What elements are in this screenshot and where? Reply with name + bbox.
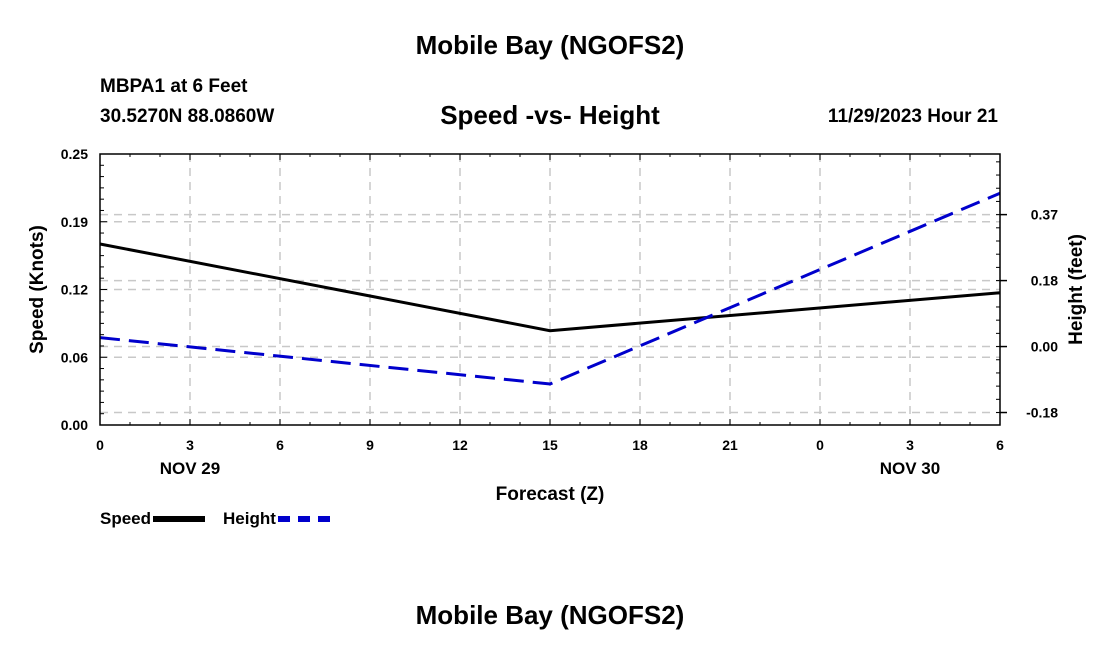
x-tick-label: 3 <box>906 437 914 453</box>
y-tick-label-left: 0.19 <box>61 214 88 230</box>
axis-ticks <box>99 153 1007 426</box>
y-axis-title-left: Speed (Knots) <box>27 225 48 354</box>
y-tick-label-left: 0.12 <box>61 282 88 298</box>
main-title: Mobile Bay (NGOFS2) <box>415 30 685 60</box>
legend-swatch-speed <box>153 516 206 522</box>
y-tick-label-right: 0.18 <box>1031 273 1058 289</box>
x-tick-label: 18 <box>632 437 648 453</box>
x-tick-label: 6 <box>276 437 284 453</box>
x-axis-title: Forecast (Z) <box>496 484 605 505</box>
x-tick-label: 3 <box>186 437 194 453</box>
chart-subtitle: Speed -vs- Height <box>440 100 660 130</box>
x-day-label: NOV 29 <box>160 459 220 478</box>
x-tick-label: 21 <box>722 437 738 453</box>
x-tick-label: 15 <box>542 437 558 453</box>
axis-labels: 0 3 6 9 12 15 18 21 0 3 6 NOV 29 NOV 30 Forecast (Z) 0… <box>27 146 1087 505</box>
legend: Speed Height <box>100 509 348 529</box>
x-tick-label: 9 <box>366 437 374 453</box>
y-tick-label-right: 0.37 <box>1031 207 1058 223</box>
y-tick-label-right: -0.18 <box>1026 405 1058 421</box>
x-tick-label: 6 <box>996 437 1004 453</box>
forecast-datetime: 11/29/2023 Hour 21 <box>827 106 998 127</box>
legend-item-speed: Speed <box>100 509 206 529</box>
x-tick-label: 12 <box>452 437 468 453</box>
series-line-height <box>99 191 1001 386</box>
station-coords: 30.5270N 88.0860W <box>100 106 275 127</box>
y-axis-title-right: Height (feet) <box>1066 234 1087 345</box>
x-tick-label: 0 <box>96 437 104 453</box>
grid-lines <box>100 154 1000 425</box>
y-tick-label-left: 0.06 <box>61 349 88 365</box>
legend-item-height: Height <box>223 509 330 529</box>
y-tick-label-left: 0.25 <box>61 146 88 162</box>
x-day-label: NOV 30 <box>880 459 940 478</box>
footer-title: Mobile Bay (NGOFS2) <box>415 600 685 630</box>
y-tick-label-right: 0.00 <box>1031 339 1058 355</box>
series-line-speed <box>99 242 1001 333</box>
y-tick-label-left: 0.00 <box>61 417 88 433</box>
series-lines <box>99 191 1001 386</box>
chart-canvas: 0 3 6 9 12 15 18 21 0 3 6 NOV 29 NOV 30 Forecast (Z) 0… <box>27 146 1087 505</box>
legend-label-height: Height <box>223 509 276 528</box>
x-tick-label: 0 <box>816 437 824 453</box>
station-label: MBPA1 at 6 Feet <box>100 76 248 97</box>
legend-swatch-height <box>277 516 330 522</box>
legend-label-speed: Speed <box>100 509 152 528</box>
